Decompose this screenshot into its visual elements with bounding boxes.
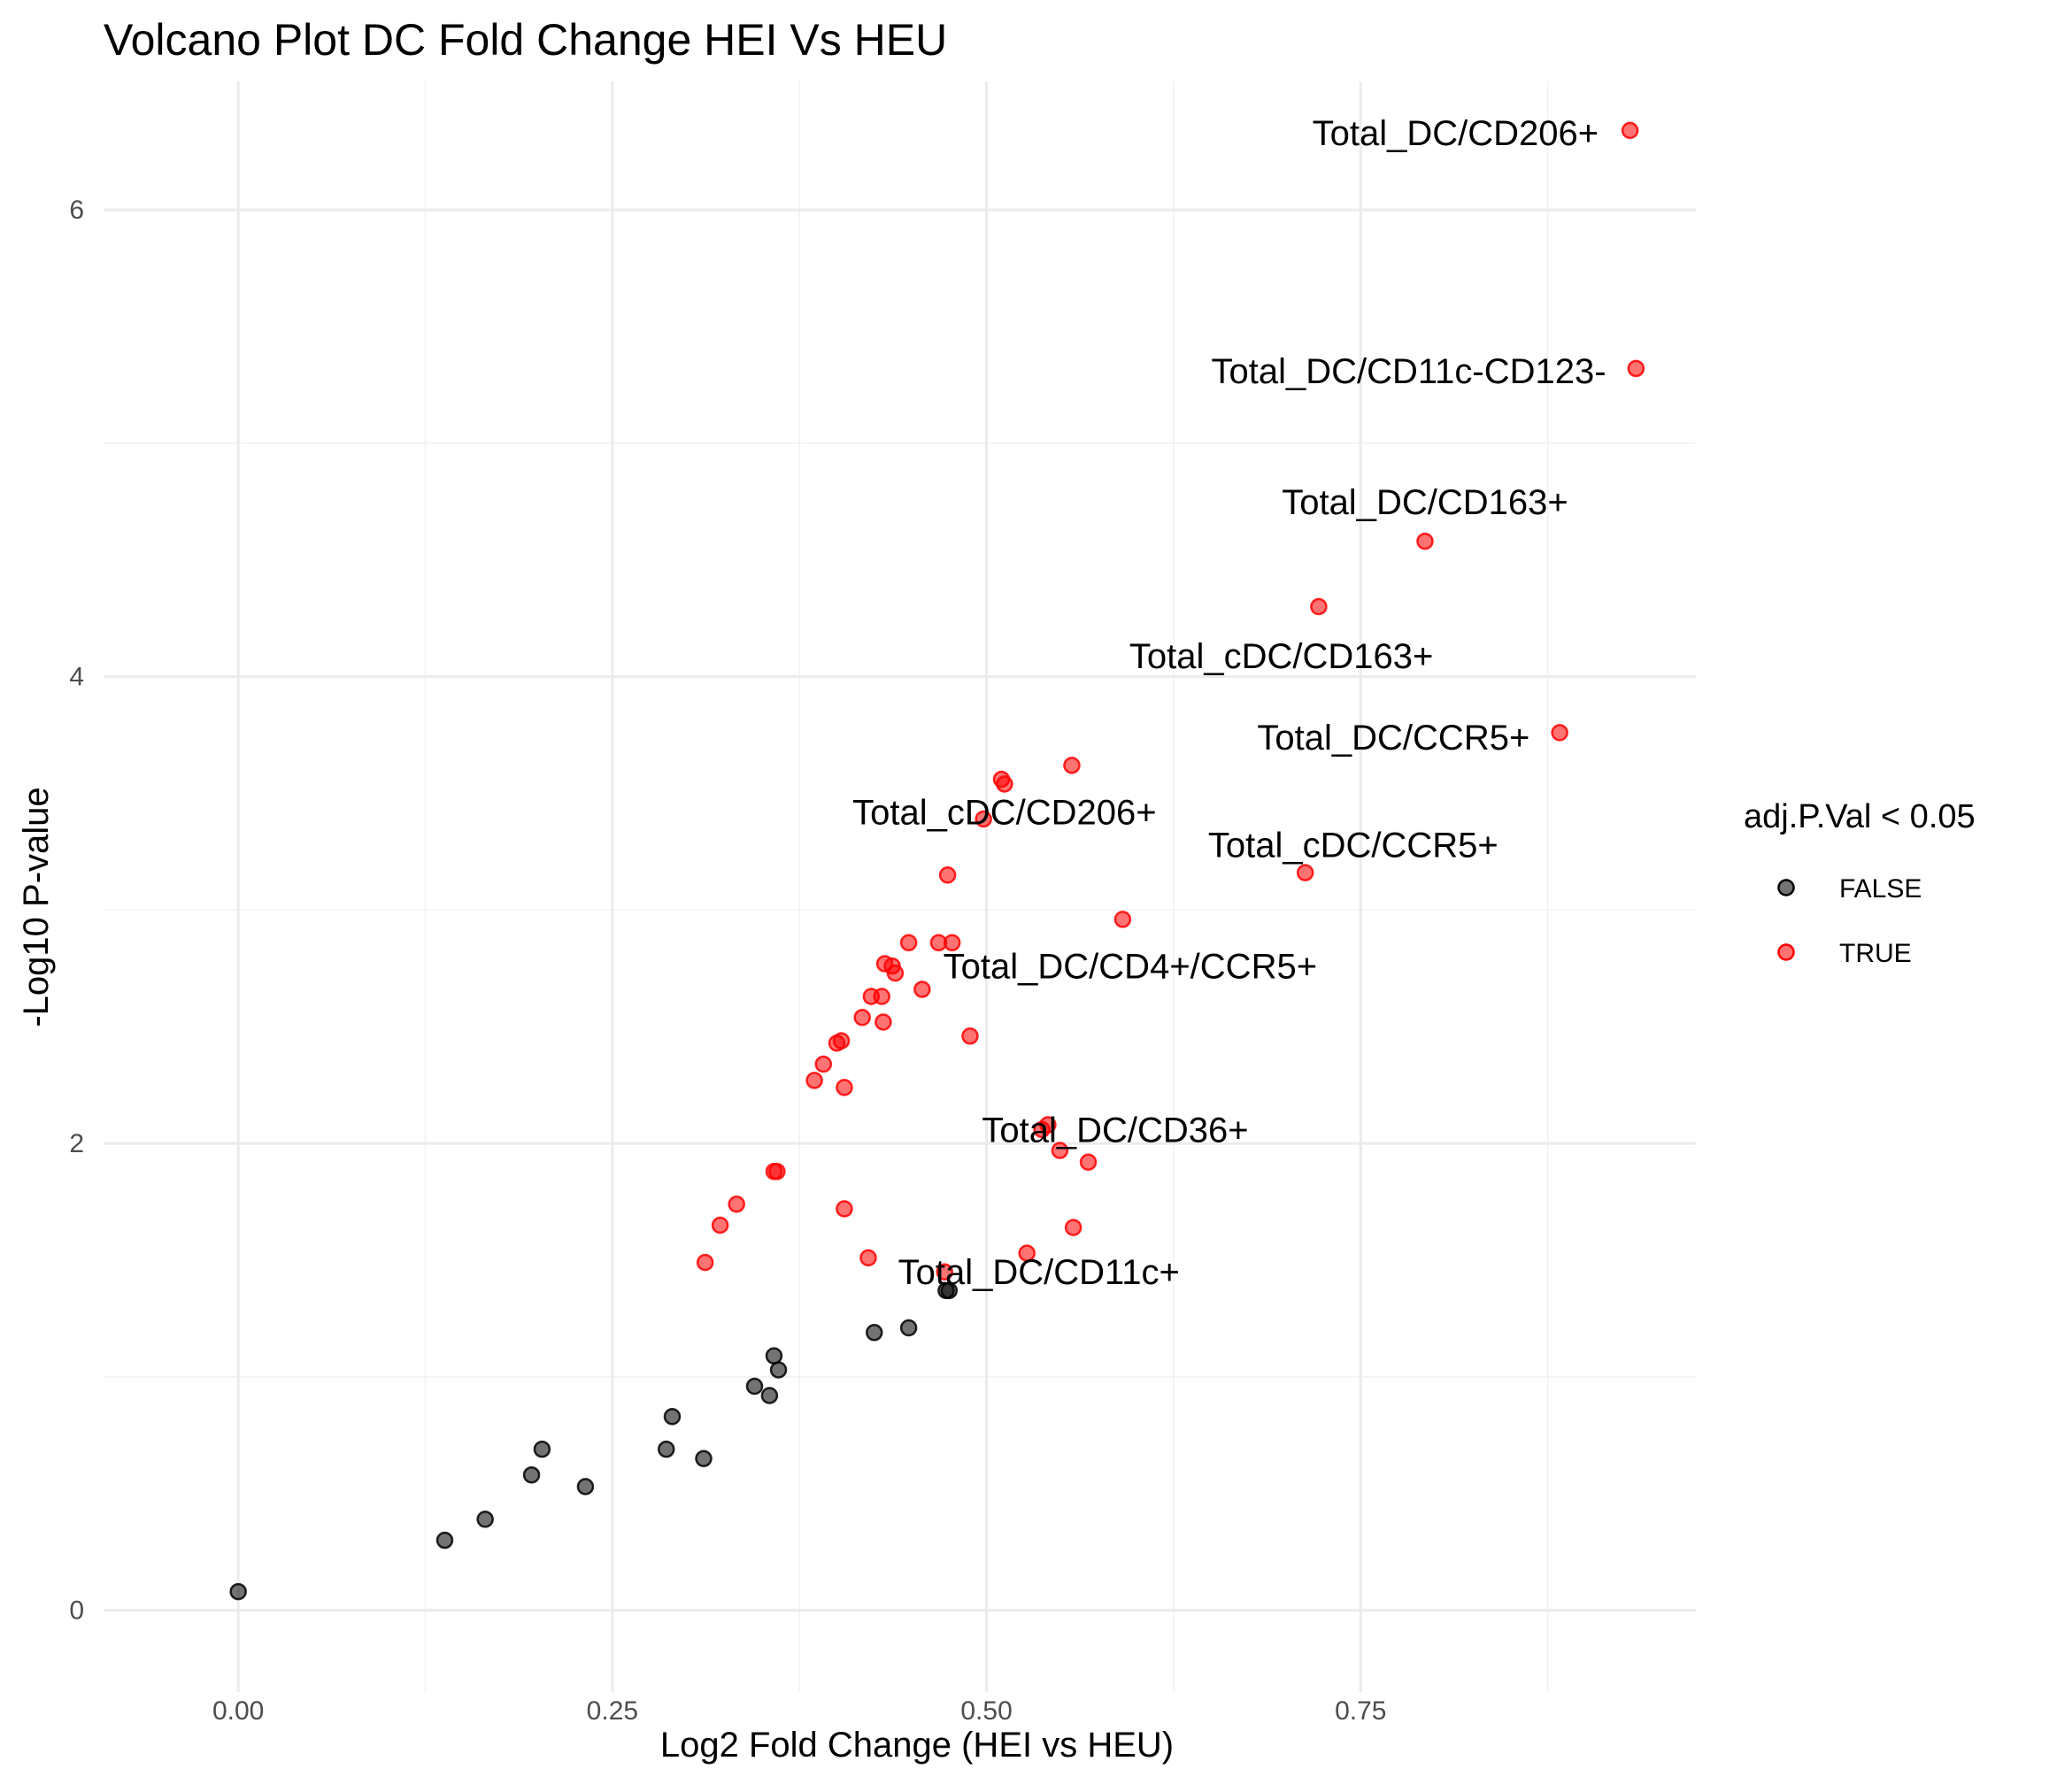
- data-point-true: [836, 1079, 853, 1096]
- data-point-false: [765, 1347, 783, 1365]
- y-tick-label: 6: [69, 196, 84, 225]
- data-point-true: [899, 934, 918, 952]
- point-label: Total_DC/CCR5+: [1257, 719, 1529, 758]
- point-label: Total_cDC/CD163+: [1129, 637, 1434, 676]
- point-label: Total_DC/CD163+: [1282, 483, 1568, 522]
- x-axis-title: Log2 Fold Change (HEI vs HEU): [660, 1726, 1174, 1765]
- x-tick-label: 0.00: [212, 1696, 264, 1726]
- grid: [104, 81, 1696, 1692]
- data-point-true: [943, 934, 961, 952]
- data-point-false: [769, 1361, 788, 1379]
- legend-false-label: FALSE: [1839, 874, 1922, 904]
- point-label: Total_cDC/CD206+: [852, 794, 1157, 833]
- data-point-true: [913, 981, 931, 998]
- data-point-false: [663, 1408, 682, 1426]
- series-false-points: [229, 1281, 959, 1601]
- chart-title: Volcano Plot DC Fold Change HEI Vs HEU: [104, 15, 947, 65]
- data-point-true: [1296, 864, 1314, 881]
- point-label: Total_DC/CD11c-CD123-: [1211, 352, 1606, 391]
- x-tick-label: 0.75: [1335, 1696, 1386, 1726]
- data-point-true: [1621, 121, 1639, 140]
- point-annotations: Total_DC/CD206+ Total_DC/CD11c-CD123- Tota…: [852, 114, 1606, 1292]
- data-point-false: [533, 1440, 551, 1458]
- data-point-true: [1064, 1219, 1082, 1236]
- data-point-true: [711, 1216, 729, 1234]
- x-tick-label: 0.50: [960, 1696, 1012, 1726]
- data-point-true: [1018, 1244, 1036, 1262]
- data-point-true: [1310, 597, 1328, 616]
- y-tick-label: 4: [69, 663, 84, 692]
- data-point-false: [760, 1387, 779, 1404]
- data-point-true: [1051, 1142, 1069, 1159]
- legend: adj.P.Val < 0.05 FALSE TRUE: [1744, 798, 1976, 968]
- y-tick-labels: 0 2 4 6: [69, 196, 84, 1626]
- y-axis-title: -Log10 P-value: [17, 787, 56, 1027]
- legend-true-marker: [1777, 943, 1795, 961]
- data-point-true: [1627, 359, 1645, 378]
- x-tick-labels: 0.00 0.25 0.50 0.75: [212, 1696, 1386, 1726]
- data-point-false: [435, 1531, 454, 1550]
- data-point-true: [886, 964, 905, 982]
- point-label: Total_cDC/CCR5+: [1208, 827, 1498, 865]
- data-point-false: [522, 1465, 541, 1484]
- legend-title: adj.P.Val < 0.05: [1744, 798, 1976, 835]
- point-label: Total_DC/CD4+/CCR5+: [944, 948, 1317, 987]
- y-tick-label: 0: [69, 1596, 84, 1626]
- data-point-true: [1063, 757, 1081, 774]
- data-point-true: [814, 1055, 833, 1073]
- data-point-true: [1039, 1116, 1057, 1134]
- data-point-false: [576, 1478, 595, 1496]
- data-point-true: [961, 1027, 979, 1045]
- data-point-true: [1416, 532, 1434, 550]
- data-point-true: [1113, 911, 1132, 928]
- data-point-true: [874, 1013, 892, 1031]
- legend-false-marker: [1777, 879, 1795, 896]
- point-label: Total_DC/CD11c+: [898, 1253, 1180, 1292]
- series-true-points: [696, 121, 1645, 1281]
- data-point-true: [696, 1253, 714, 1272]
- data-point-true: [832, 1032, 851, 1050]
- data-point-true: [996, 775, 1013, 793]
- data-point-true: [805, 1072, 823, 1089]
- data-point-true: [859, 1249, 877, 1267]
- data-point-false: [229, 1582, 247, 1601]
- data-point-false: [899, 1319, 918, 1337]
- data-point-true: [1079, 1153, 1098, 1171]
- data-point-true: [975, 810, 992, 828]
- data-point-true: [1551, 724, 1568, 742]
- data-point-true: [853, 1008, 871, 1027]
- legend-true-label: TRUE: [1839, 939, 1912, 968]
- data-point-true: [936, 1263, 953, 1281]
- point-label: Total_DC/CD206+: [1313, 114, 1599, 153]
- x-tick-label: 0.25: [587, 1696, 638, 1726]
- data-point-false: [940, 1281, 959, 1300]
- y-tick-label: 2: [69, 1129, 84, 1158]
- data-point-true: [938, 866, 957, 884]
- data-point-false: [476, 1511, 494, 1528]
- data-point-false: [695, 1450, 713, 1467]
- data-point-true: [836, 1200, 853, 1218]
- data-point-false: [866, 1324, 883, 1342]
- data-point-false: [657, 1440, 675, 1458]
- data-point-true: [728, 1195, 745, 1213]
- point-label: Total_DC/CD36+: [982, 1111, 1248, 1150]
- data-point-true: [873, 988, 890, 1005]
- data-point-true: [768, 1163, 786, 1181]
- data-point-false: [745, 1377, 764, 1396]
